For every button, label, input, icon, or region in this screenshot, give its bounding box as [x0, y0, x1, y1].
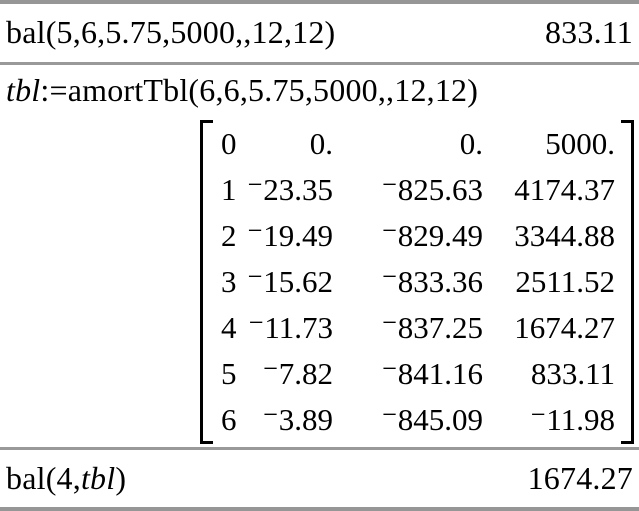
matrix-cell[interactable]: 4 [221, 310, 237, 345]
matrix-cell[interactable]: 1674.27 [514, 310, 615, 345]
history-input-2[interactable]: tbl:=amortTbl(6,6,5.75,5000,,12,12) [6, 73, 478, 108]
matrix-cell[interactable]: 833.11 [530, 356, 615, 391]
matrix-row: 1 ⁻23.35 ⁻825.63 4174.37 [213, 167, 621, 213]
matrix-cell[interactable]: ⁻7.82 [262, 356, 333, 391]
expression-segment: ) [115, 459, 127, 496]
matrix-cell[interactable]: 0. [459, 126, 483, 161]
matrix-row: 4 ⁻11.73 ⁻837.25 1674.27 [213, 305, 621, 351]
history-entry-3: bal(4,tbl) 1674.27 [0, 450, 639, 507]
matrix-cell[interactable]: ⁻841.16 [381, 356, 483, 391]
matrix-cell[interactable]: ⁻11.98 [530, 402, 615, 437]
matrix-cell[interactable]: 6 [221, 402, 237, 437]
top-border-bar [0, 0, 639, 4]
matrix-left-bracket [200, 120, 213, 444]
history-input-3[interactable]: bal(4,tbl) [6, 459, 127, 496]
entry-separator-1 [0, 62, 639, 65]
history-result-3[interactable]: 1674.27 [527, 459, 633, 496]
matrix-row: 2 ⁻19.49 ⁻829.49 3344.88 [213, 213, 621, 259]
bottom-border-bar [0, 507, 639, 511]
matrix-cell[interactable]: ⁻15.62 [246, 264, 333, 299]
matrix-row: 3 ⁻15.62 ⁻833.36 2511.52 [213, 259, 621, 305]
matrix-cell[interactable]: ⁻845.09 [381, 402, 483, 437]
history-input-1[interactable]: bal(5,6,5.75,5000,,12,12) [6, 15, 335, 50]
expression-segment: bal(4, [6, 459, 81, 496]
history-result-1[interactable]: 833.11 [544, 14, 633, 51]
matrix-result-2: 0 0. 0. 5000. 1 ⁻23.35 ⁻825.63 4174.37 2 ⁻19.49 ⁻8… [0, 117, 639, 447]
matrix-row: 5 ⁻7.82 ⁻841.16 833.11 [213, 351, 621, 397]
matrix-cell[interactable]: 2 [221, 218, 237, 253]
history-entry-2: tbl:=amortTbl(6,6,5.75,5000,,12,12) [0, 65, 639, 117]
matrix-cell[interactable]: ⁻23.35 [246, 172, 333, 207]
matrix-cell[interactable]: ⁻19.49 [246, 218, 333, 253]
matrix-right-bracket [621, 120, 634, 444]
history-entry-1: bal(5,6,5.75,5000,,12,12) 833.11 [0, 4, 639, 62]
matrix-cell[interactable]: ⁻829.49 [381, 218, 483, 253]
entry-separator-2 [0, 447, 639, 450]
matrix-cell[interactable]: ⁻837.25 [381, 310, 483, 345]
matrix-cell[interactable]: 0 [221, 126, 237, 161]
matrix-cell[interactable]: 3344.88 [514, 218, 615, 253]
expression-segment: tbl [6, 72, 41, 109]
matrix-cell[interactable]: 0. [309, 126, 333, 161]
matrix-cell[interactable]: ⁻833.36 [381, 264, 483, 299]
matrix-cell[interactable]: ⁻3.89 [262, 402, 333, 437]
matrix-cell[interactable]: ⁻11.73 [248, 310, 333, 345]
matrix-row: 6 ⁻3.89 ⁻845.09 ⁻11.98 [213, 397, 621, 443]
matrix-row: 0 0. 0. 5000. [213, 121, 621, 167]
matrix-cell[interactable]: 5000. [545, 126, 615, 161]
matrix-cell[interactable]: 4174.37 [514, 172, 615, 207]
expression-segment: bal(5,6,5.75,5000,,12,12) [6, 14, 336, 51]
matrix-cell[interactable]: 5 [221, 356, 237, 391]
matrix-cell[interactable]: 3 [221, 264, 237, 299]
matrix-cell[interactable]: ⁻825.63 [381, 172, 483, 207]
amortization-matrix[interactable]: 0 0. 0. 5000. 1 ⁻23.35 ⁻825.63 4174.37 2 ⁻19.49 ⁻8… [213, 121, 621, 443]
expression-segment: :=amortTbl(6,6,5.75,5000,,12,12) [40, 72, 479, 109]
expression-segment: tbl [80, 459, 116, 496]
matrix-cell[interactable]: 1 [221, 172, 237, 207]
matrix-cell[interactable]: 2511.52 [515, 264, 615, 299]
